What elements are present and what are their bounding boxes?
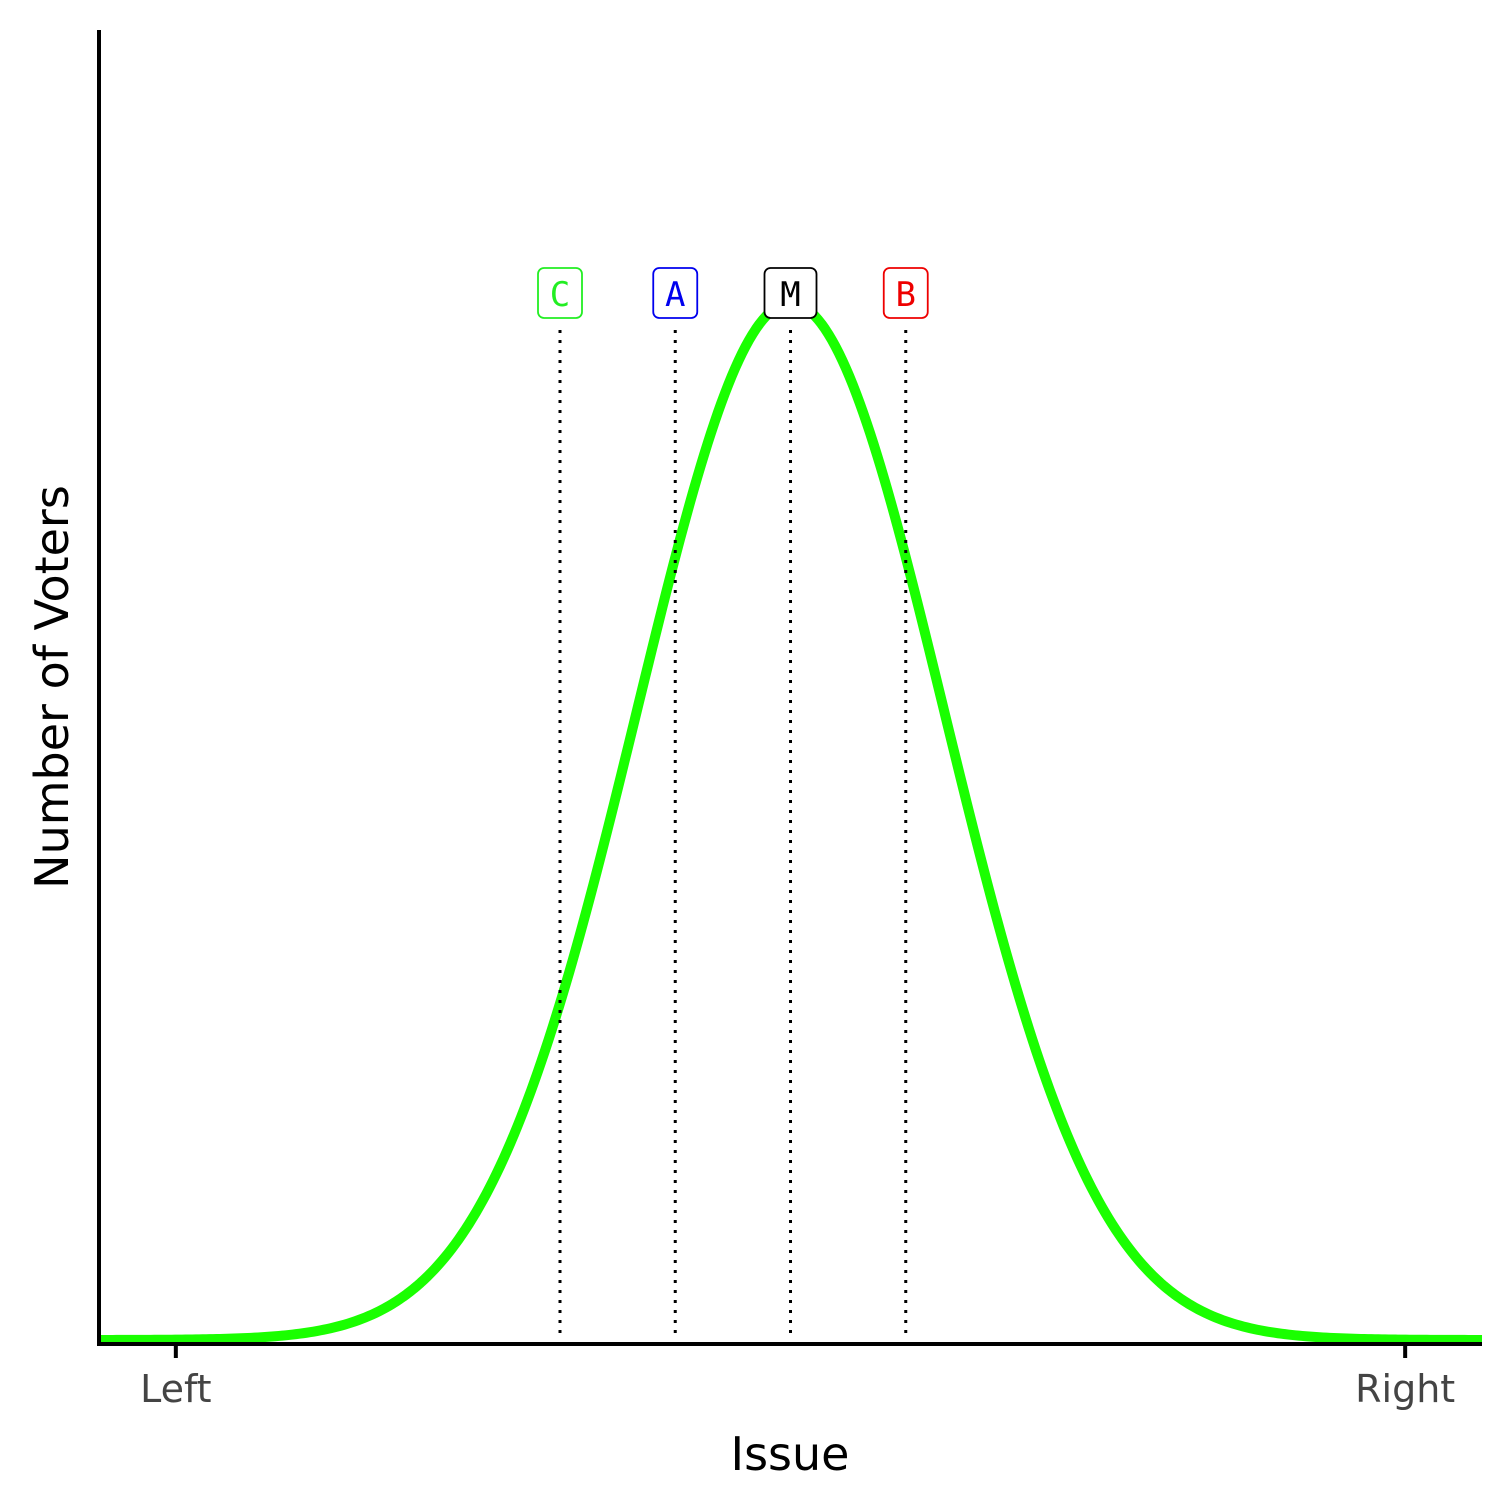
marker-label-text: A — [665, 275, 685, 315]
marker-a: A — [652, 267, 699, 319]
marker-label-box — [652, 267, 699, 319]
marker-label-box — [882, 267, 929, 319]
marker-c: C — [537, 267, 583, 319]
marker-label-text: M — [780, 275, 800, 315]
marker-m: M — [763, 267, 818, 319]
y-axis-title: Number of Voters — [25, 485, 79, 889]
marker-b: B — [882, 267, 929, 319]
marker-label-box — [763, 267, 818, 319]
marker-label-box — [537, 267, 583, 319]
axis-layer — [97, 30, 1482, 1346]
x-tick-label-right: Right — [1355, 1367, 1455, 1411]
marker-line-layer — [558, 330, 908, 1334]
x-tick-label-left: Left — [140, 1367, 212, 1411]
marker-label-text: B — [896, 275, 916, 315]
marker-label-text: C — [550, 275, 570, 315]
tick-layer: Left Right — [140, 1344, 1455, 1411]
x-axis-title: Issue — [731, 1427, 850, 1481]
